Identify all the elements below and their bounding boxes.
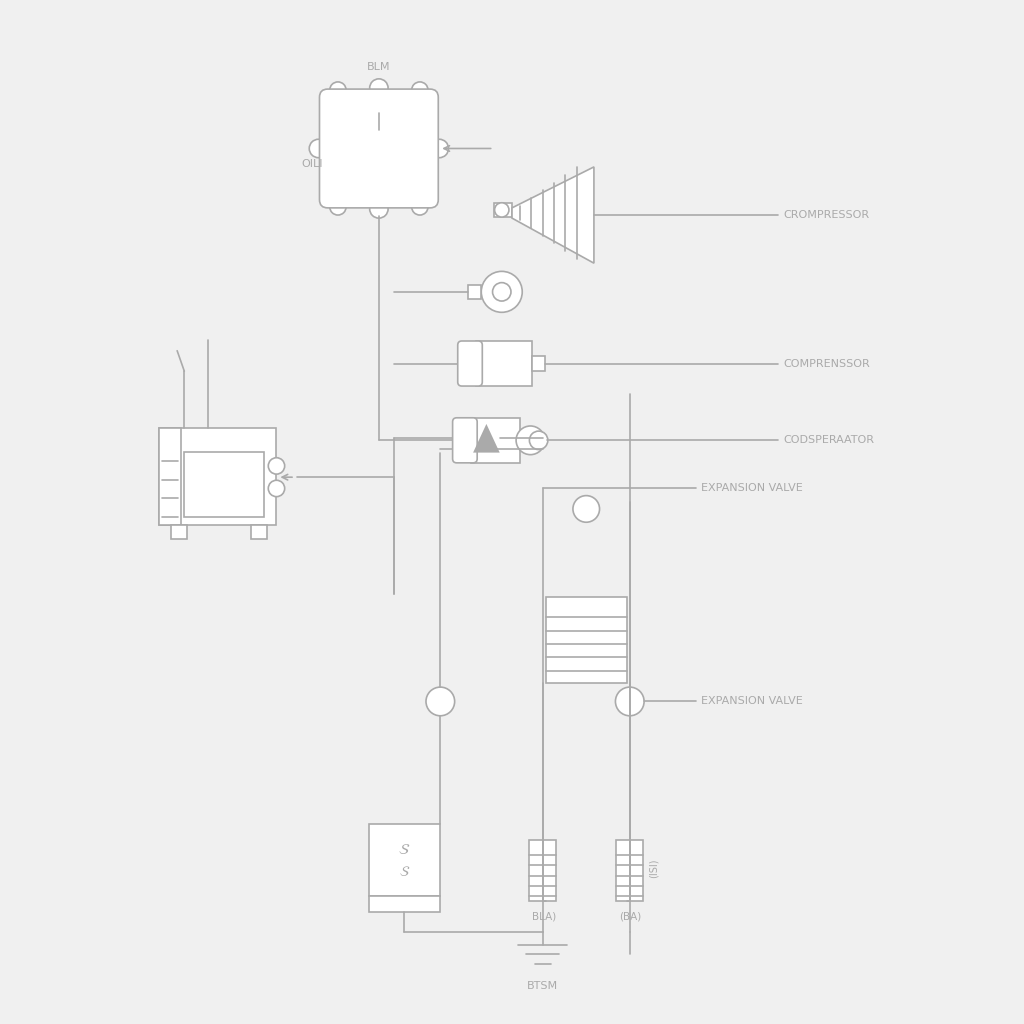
Bar [532, 356, 545, 371]
Circle shape [495, 203, 509, 217]
Circle shape [412, 199, 428, 215]
Circle shape [268, 458, 285, 474]
FancyBboxPatch shape [458, 341, 482, 386]
Text: EXPANSION VALVE: EXPANSION VALVE [701, 483, 803, 494]
Circle shape [426, 687, 455, 716]
Text: CODSPERAATOR: CODSPERAATOR [783, 435, 874, 445]
Circle shape [309, 139, 328, 158]
Bar [494, 203, 512, 217]
Text: BLM: BLM [368, 61, 390, 72]
Text: OILI: OILI [301, 159, 323, 169]
Bar [184, 453, 264, 516]
FancyBboxPatch shape [319, 89, 438, 208]
Text: (ISI): (ISI) [648, 858, 658, 879]
Bar [471, 418, 520, 463]
FancyBboxPatch shape [453, 418, 477, 463]
Polygon shape [512, 167, 594, 263]
Circle shape [330, 199, 346, 215]
Bar [372, 105, 386, 113]
Circle shape [572, 496, 600, 522]
Circle shape [330, 82, 346, 98]
Bar [159, 428, 181, 524]
Polygon shape [473, 424, 500, 453]
Text: (BA): (BA) [620, 911, 642, 922]
Circle shape [370, 200, 388, 218]
Text: COMPRENSSOR: COMPRENSSOR [783, 358, 870, 369]
Circle shape [615, 687, 644, 716]
Bar [468, 285, 481, 299]
Bar [159, 428, 276, 524]
Bar [171, 524, 187, 539]
Text: $\mathcal{S}$: $\mathcal{S}$ [398, 843, 411, 857]
Circle shape [481, 271, 522, 312]
Circle shape [529, 431, 548, 450]
Bar [529, 840, 556, 901]
Bar [365, 130, 393, 181]
Bar [546, 597, 627, 683]
Text: EXPANSION VALVE: EXPANSION VALVE [701, 696, 803, 707]
Text: BTSM: BTSM [527, 981, 558, 991]
Circle shape [430, 139, 449, 158]
Circle shape [370, 79, 388, 97]
Text: BLA): BLA) [532, 911, 557, 922]
Text: CROMPRESSOR: CROMPRESSOR [783, 210, 869, 220]
Circle shape [516, 426, 545, 455]
Bar [616, 840, 643, 901]
Bar [251, 524, 267, 539]
Bar [369, 896, 440, 912]
Bar [369, 824, 440, 896]
Text: $\mathcal{S}$: $\mathcal{S}$ [398, 865, 411, 880]
Circle shape [268, 480, 285, 497]
Circle shape [412, 82, 428, 98]
Bar [476, 341, 532, 386]
